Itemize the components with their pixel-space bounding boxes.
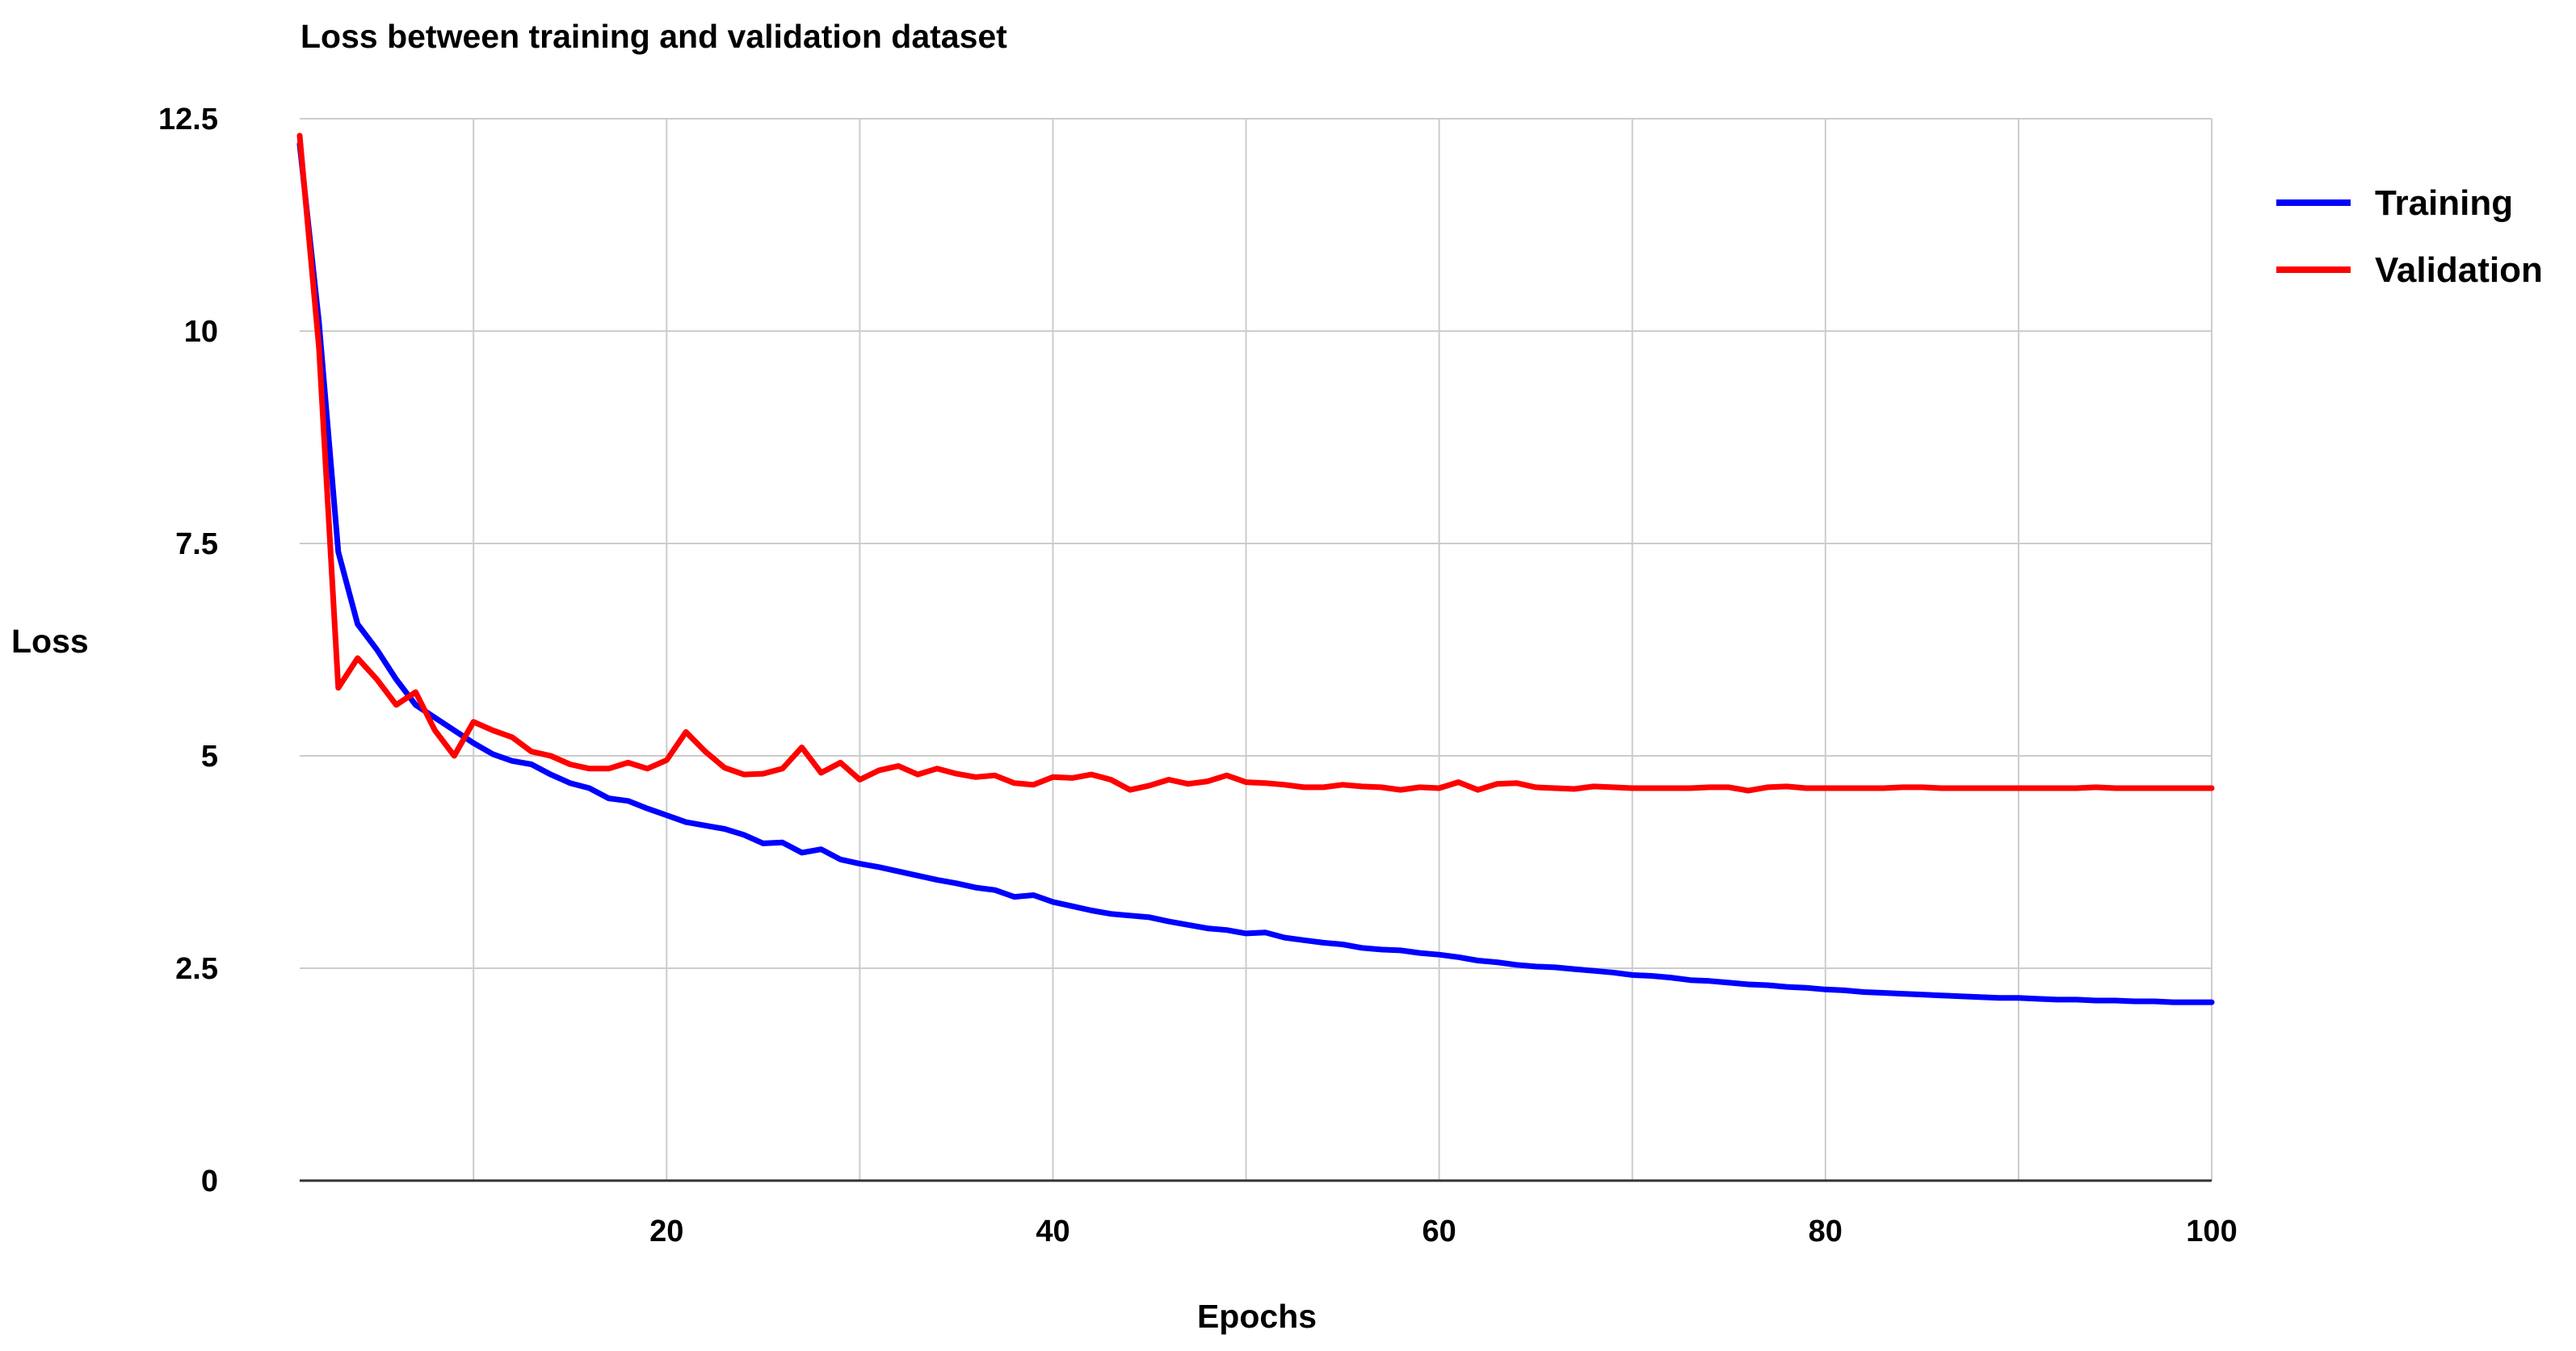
x-tick-label: 20	[649, 1215, 683, 1248]
x-tick-label: 100	[2186, 1215, 2237, 1248]
y-axis-ticks: 0 2.5 5 7.5 10 12.5	[158, 103, 218, 1198]
legend-label-validation: Validation	[2375, 250, 2543, 290]
grid	[300, 118, 2213, 1181]
legend-item-training[interactable]: Training	[2276, 183, 2513, 223]
y-tick-label: 5	[201, 740, 218, 774]
series	[296, 132, 2215, 1005]
x-tick-label: 60	[1422, 1215, 1456, 1248]
series-line-validation	[296, 132, 2215, 794]
x-tick-label: 40	[1036, 1215, 1069, 1248]
x-axis-label: Epochs	[1197, 1298, 1317, 1335]
x-axis-ticks: 20 40 60 80 100	[649, 1215, 2238, 1248]
series-line-training	[296, 141, 2215, 1005]
y-tick-label: 0	[201, 1164, 218, 1198]
y-axis-label: Loss	[11, 623, 89, 660]
y-tick-label: 10	[184, 315, 218, 349]
legend: Training Validation	[2276, 183, 2543, 290]
legend-label-training: Training	[2375, 183, 2513, 223]
y-tick-label: 2.5	[175, 952, 218, 986]
x-tick-label: 80	[1809, 1215, 1843, 1248]
y-tick-label: 7.5	[175, 527, 218, 561]
y-tick-label: 12.5	[158, 103, 218, 136]
legend-item-validation[interactable]: Validation	[2276, 250, 2543, 290]
chart-title: Loss between training and validation dat…	[300, 18, 1007, 55]
